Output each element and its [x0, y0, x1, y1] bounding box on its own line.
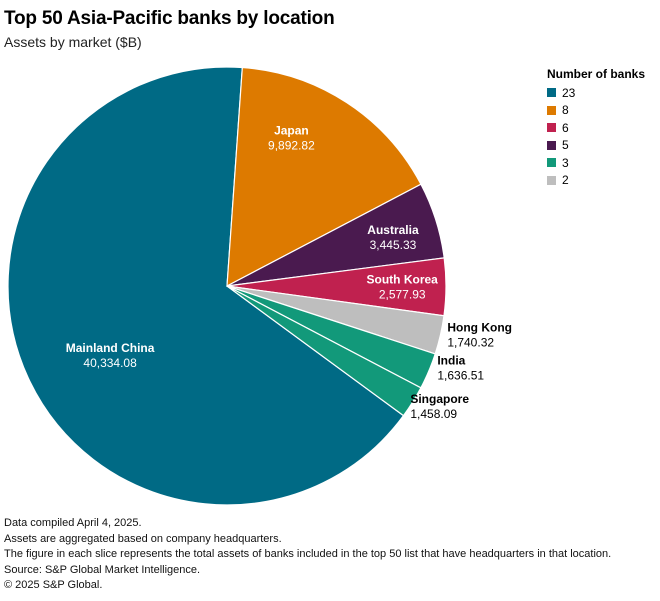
slice-value-hong-kong: 1,740.32 — [447, 335, 494, 349]
slice-value-singapore: 1,458.09 — [410, 407, 457, 421]
chart-subtitle: Assets by market ($B) — [4, 34, 142, 50]
slice-japan — [226, 66, 422, 288]
slice-value-south-korea: 2,577.93 — [379, 288, 426, 302]
slice-value-mainland-china: 40,334.08 — [83, 356, 137, 370]
legend-label: 2 — [562, 173, 569, 188]
slice-label-india: India — [437, 353, 465, 367]
legend-label: 6 — [562, 120, 569, 135]
slice-mainland-china — [7, 66, 405, 506]
slice-label-japan: Japan — [274, 123, 309, 137]
slice-value-india: 1,636.51 — [437, 368, 484, 382]
legend-item-3: 3 — [547, 154, 645, 172]
note-copyright: © 2025 S&P Global. — [4, 579, 103, 592]
legend-label: 3 — [562, 155, 569, 170]
note-slice-figure: The figure in each slice represents the … — [4, 548, 612, 561]
legend-swatch — [547, 158, 556, 168]
legend-label: 5 — [562, 138, 569, 153]
slice-label-australia: Australia — [367, 223, 419, 237]
legend-item-8: 8 — [547, 102, 645, 120]
note-aggregation: Assets are aggregated based on company h… — [4, 532, 282, 545]
legend-swatch — [547, 140, 556, 150]
legend-swatch — [547, 105, 556, 115]
legend-swatch — [547, 123, 556, 133]
legend-item-5: 5 — [547, 137, 645, 155]
legend: Number of banks 23 8 6 5 3 2 — [547, 67, 645, 189]
legend-items: 23 8 6 5 3 2 — [547, 84, 645, 189]
legend-item-2: 2 — [547, 172, 645, 190]
legend-swatch — [547, 88, 556, 98]
slice-label-south-korea: South Korea — [367, 273, 439, 287]
legend-label: 8 — [562, 103, 569, 118]
legend-item-6: 6 — [547, 119, 645, 137]
note-data-compiled: Data compiled April 4, 2025. — [4, 517, 142, 529]
note-source: Source: S&P Global Market Intelligence. — [4, 563, 201, 576]
slice-value-australia: 3,445.33 — [370, 238, 417, 252]
legend-item-23: 23 — [547, 84, 645, 102]
footnotes: Data compiled April 4, 2025. Assets are … — [4, 516, 611, 594]
chart-title: Top 50 Asia-Pacific banks by location — [4, 8, 335, 29]
slice-value-japan: 9,892.82 — [268, 138, 315, 152]
legend-title: Number of banks — [547, 67, 646, 81]
slice-singapore — [226, 285, 422, 417]
legend-swatch — [547, 175, 556, 185]
slice-label-singapore: Singapore — [410, 392, 469, 406]
legend-label: 23 — [562, 85, 576, 100]
slice-label-mainland-china: Mainland China — [66, 341, 155, 355]
slice-label-hong-kong: Hong Kong — [447, 320, 512, 334]
